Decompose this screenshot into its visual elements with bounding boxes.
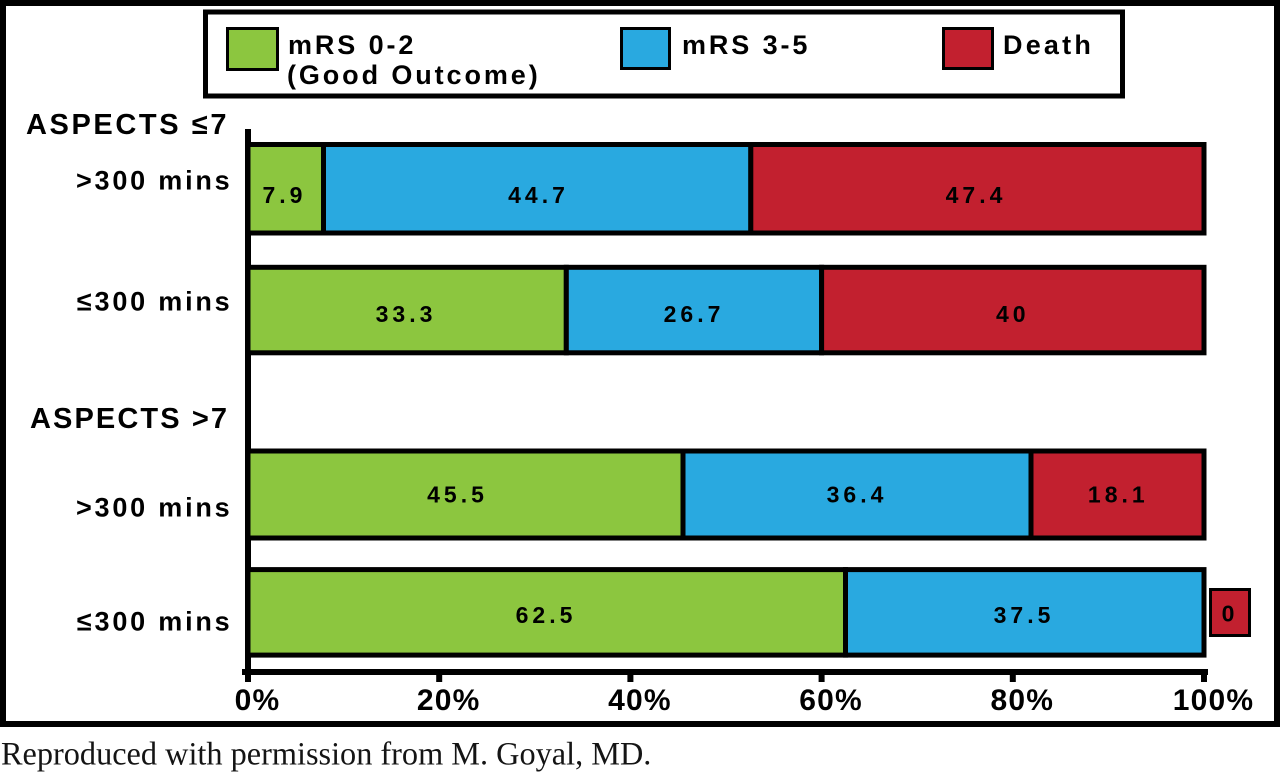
- svg-text:20%: 20%: [417, 684, 481, 717]
- svg-text:0: 0: [1222, 601, 1239, 627]
- svg-text:7.9: 7.9: [263, 182, 307, 208]
- svg-text:≤300 mins: ≤300 mins: [77, 287, 233, 317]
- svg-text:≤300 mins: ≤300 mins: [77, 607, 233, 637]
- svg-text:45.5: 45.5: [427, 482, 488, 508]
- svg-text:37.5: 37.5: [994, 602, 1055, 628]
- svg-text:Reproduced with permission fro: Reproduced with permission from M. Goyal…: [1, 736, 651, 772]
- svg-text:(Good Outcome): (Good Outcome): [287, 60, 541, 90]
- svg-text:18.1: 18.1: [1088, 482, 1149, 508]
- svg-text:Death: Death: [1003, 30, 1094, 60]
- svg-text:62.5: 62.5: [516, 602, 577, 628]
- svg-text:47.4: 47.4: [946, 182, 1007, 208]
- svg-text:44.7: 44.7: [508, 182, 569, 208]
- svg-text:ASPECTS ≤7: ASPECTS ≤7: [26, 109, 229, 141]
- svg-text:0%: 0%: [235, 684, 281, 717]
- svg-text:26.7: 26.7: [664, 301, 725, 327]
- svg-text:mRS 3-5: mRS 3-5: [682, 30, 810, 60]
- svg-text:>300 mins: >300 mins: [76, 493, 233, 523]
- svg-text:60%: 60%: [799, 684, 863, 717]
- svg-text:33.3: 33.3: [376, 301, 437, 327]
- svg-text:80%: 80%: [990, 684, 1054, 717]
- svg-text:mRS 0-2: mRS 0-2: [288, 30, 416, 60]
- svg-text:40%: 40%: [608, 684, 672, 717]
- svg-text:ASPECTS >7: ASPECTS >7: [30, 403, 229, 435]
- svg-text:36.4: 36.4: [827, 482, 888, 508]
- svg-text:>300 mins: >300 mins: [76, 166, 233, 196]
- svg-text:40: 40: [996, 301, 1030, 327]
- svg-text:100%: 100%: [1173, 684, 1255, 717]
